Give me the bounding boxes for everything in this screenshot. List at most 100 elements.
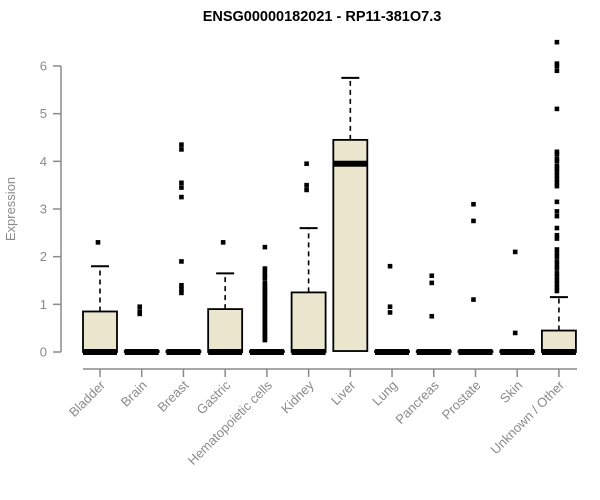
outlier-point xyxy=(387,304,393,310)
outlier-point xyxy=(554,61,560,66)
outlier-point xyxy=(554,278,560,283)
outlier-point xyxy=(554,39,560,45)
median-line xyxy=(541,349,576,355)
boxplot-hematopoietic-cells xyxy=(248,244,285,355)
outlier-point xyxy=(262,337,268,343)
x-tick-label-liver: Liver xyxy=(328,377,359,408)
chart-title: ENSG00000182021 - RP11-381O7.3 xyxy=(203,9,442,25)
outlier-point xyxy=(179,194,184,200)
median-line xyxy=(208,349,243,355)
x-tick-label-pancreas: Pancreas xyxy=(392,377,442,427)
x-tick-label-lung: Lung xyxy=(369,378,400,409)
outlier-point xyxy=(429,280,435,286)
outlier-point xyxy=(262,266,268,271)
y-tick-label: 0 xyxy=(40,345,47,360)
outlier-point xyxy=(137,309,143,314)
outlier-point xyxy=(179,142,184,147)
median-line xyxy=(375,349,410,355)
outlier-point xyxy=(512,249,518,255)
outlier-point xyxy=(554,63,560,69)
outlier-point xyxy=(554,166,560,171)
x-tick-label-kidney: Kidney xyxy=(278,377,317,416)
outlier-point xyxy=(220,240,226,245)
median-line xyxy=(291,349,326,355)
outlier-point xyxy=(471,201,476,207)
median-line xyxy=(458,349,493,355)
outlier-point xyxy=(554,106,560,112)
outlier-point xyxy=(554,236,560,241)
y-tick-label: 1 xyxy=(40,297,47,312)
outlier-point xyxy=(471,218,476,224)
iqr-box xyxy=(290,291,327,353)
y-tick-label: 6 xyxy=(40,59,47,74)
y-tick-label: 5 xyxy=(40,106,47,121)
outlier-point xyxy=(554,180,560,186)
outlier-point xyxy=(262,273,268,279)
x-tick-label-skin: Skin xyxy=(497,378,525,406)
outlier-point xyxy=(304,187,309,193)
outlier-point xyxy=(554,288,560,294)
outlier-point xyxy=(554,266,560,271)
median-line xyxy=(416,349,451,355)
median-line xyxy=(333,160,368,167)
iqr-box xyxy=(207,308,244,353)
outlier-point xyxy=(387,263,393,269)
plot-area xyxy=(82,39,577,355)
outlier-point xyxy=(304,161,309,167)
boxplot-lung xyxy=(374,263,410,355)
outlier-point xyxy=(554,232,560,238)
outlier-point xyxy=(554,149,560,155)
outlier-point xyxy=(554,262,560,268)
outlier-point xyxy=(554,250,560,256)
outlier-point xyxy=(554,271,560,276)
boxplot-gastric xyxy=(207,240,244,355)
outlier-point xyxy=(554,285,560,290)
x-tick-label-prostate: Prostate xyxy=(439,378,484,423)
outlier-point xyxy=(179,185,184,190)
outlier-point xyxy=(554,183,560,189)
y-axis: 0 1 2 3 4 5 6 xyxy=(40,59,62,360)
outlier-point xyxy=(554,282,560,287)
outlier-point xyxy=(304,182,309,188)
outlier-point xyxy=(554,213,560,219)
outlier-point xyxy=(554,68,560,74)
outlier-point xyxy=(429,273,435,279)
boxplot-liver xyxy=(332,76,369,352)
outlier-point xyxy=(554,209,560,214)
outlier-point xyxy=(554,173,560,178)
outlier-point xyxy=(471,297,476,302)
iqr-box xyxy=(332,138,369,352)
median-line xyxy=(124,349,159,355)
outlier-point xyxy=(179,286,184,292)
x-tick-label-gastric: Gastric xyxy=(194,377,234,417)
outlier-point xyxy=(554,225,560,231)
x-tick-label-brain: Brain xyxy=(118,378,150,410)
median-line xyxy=(249,349,284,355)
boxplot-pancreas xyxy=(415,273,452,355)
x-tick-label-breast: Breast xyxy=(154,377,191,414)
outlier-point xyxy=(137,311,143,317)
median-line xyxy=(83,349,117,355)
boxplot-unknown-other xyxy=(541,39,577,355)
outlier-point xyxy=(429,313,435,319)
outlier-point xyxy=(554,199,560,205)
outlier-point xyxy=(554,169,560,175)
y-axis-label: Expression xyxy=(3,177,18,241)
outlier-point xyxy=(262,275,268,281)
x-tick-label-unknown-other: Unknown / Other xyxy=(487,377,567,457)
y-tick-label: 2 xyxy=(40,249,47,264)
outlier-point xyxy=(137,304,143,310)
outlier-point xyxy=(554,151,560,157)
outlier-point xyxy=(554,259,560,264)
outlier-point xyxy=(179,180,184,186)
outlier-point xyxy=(387,310,393,315)
boxplot-breast xyxy=(165,142,202,355)
median-line xyxy=(166,349,201,355)
y-tick-label: 3 xyxy=(40,202,47,217)
boxplot-brain xyxy=(123,304,160,355)
outlier-point xyxy=(554,159,560,164)
x-tick-label-bladder: Bladder xyxy=(66,377,109,420)
outlier-point xyxy=(554,156,560,162)
